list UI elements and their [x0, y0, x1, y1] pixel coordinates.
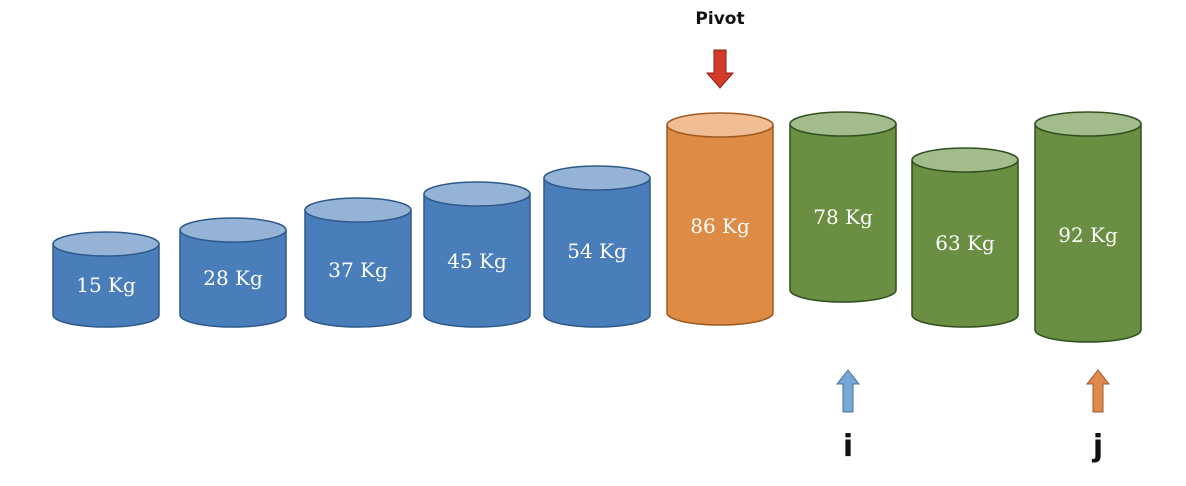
- cylinder-label: 54 Kg: [567, 239, 627, 263]
- cylinder-body: [52, 243, 160, 328]
- cylinder-6: 86 Kg: [666, 112, 774, 326]
- pivot-marker: Pivot: [695, 9, 745, 89]
- j-up-arrow-icon: [1085, 369, 1111, 413]
- cylinder-2: 28 Kg: [179, 217, 287, 328]
- cylinder-label: 28 Kg: [203, 266, 263, 290]
- cylinder-5: 54 Kg: [543, 165, 651, 328]
- j-label: j: [1092, 429, 1103, 464]
- pivot-label: Pivot: [695, 9, 744, 29]
- cylinder-1: 15 Kg: [52, 231, 160, 328]
- cylinder-8: 63 Kg: [911, 147, 1019, 328]
- cylinder-label: 78 Kg: [813, 205, 873, 229]
- cylinder-body: [789, 123, 897, 303]
- i-marker: i: [835, 369, 861, 464]
- cylinder-row: 15 Kg 28 Kg 37 Kg 45 Kg 54 Kg 86 Kg 78 Kg 63 Kg…: [52, 111, 1142, 343]
- cylinder-3: 37 Kg: [304, 197, 412, 328]
- cylinder-label: 92 Kg: [1058, 223, 1118, 247]
- cylinder-7: 78 Kg: [789, 111, 897, 303]
- cylinder-4: 45 Kg: [423, 181, 531, 328]
- i-label: i: [843, 429, 853, 464]
- cylinder-body: [304, 209, 412, 328]
- cylinder-top: [179, 217, 287, 243]
- cylinder-top: [52, 231, 160, 257]
- cylinder-top: [666, 112, 774, 138]
- cylinder-body: [179, 229, 287, 328]
- cylinder-body: [911, 159, 1019, 328]
- i-up-arrow-icon: [835, 369, 861, 413]
- cylinder-top: [789, 111, 897, 137]
- pivot-down-arrow-icon: [705, 49, 735, 89]
- cylinder-top: [543, 165, 651, 191]
- cylinder-body: [1034, 123, 1142, 343]
- cylinder-label: 15 Kg: [76, 273, 136, 297]
- cylinder-top: [911, 147, 1019, 173]
- cylinder-top: [1034, 111, 1142, 137]
- cylinder-body: [666, 124, 774, 326]
- cylinder-body: [543, 177, 651, 328]
- cylinder-body: [423, 193, 531, 328]
- cylinder-label: 37 Kg: [328, 258, 388, 282]
- cylinder-label: 63 Kg: [935, 231, 995, 255]
- cylinder-label: 45 Kg: [447, 249, 507, 273]
- cylinder-top: [423, 181, 531, 207]
- cylinder-label: 86 Kg: [690, 214, 750, 238]
- j-marker: j: [1085, 369, 1111, 464]
- cylinder-9: 92 Kg: [1034, 111, 1142, 343]
- cylinder-top: [304, 197, 412, 223]
